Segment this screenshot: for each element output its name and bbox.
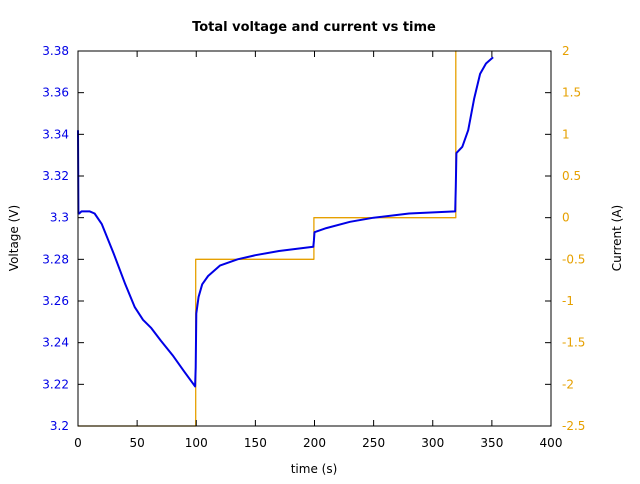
y-tick-label: 3.22 [42,377,69,391]
voltage-line [77,56,494,388]
y-tick-label: 3.2 [50,419,69,433]
y-tick-label: 3.26 [42,294,69,308]
plot-area [77,50,552,427]
y2-axis-label: Current (A) [610,205,624,271]
y-tick-label: 3.36 [42,86,69,100]
y2-tick-label: -1 [562,294,574,308]
y-tick-label: 3.32 [42,169,69,183]
y-tick-label: 3.3 [50,211,69,225]
y-axis-current: -2.5 -2 -1.5 -1 -0.5 0 0.5 1 1.5 2 [545,44,585,433]
y-axis-label: Voltage (V) [7,205,21,271]
x-tick-label: 300 [421,436,444,450]
y-tick-label: 3.24 [42,336,69,350]
y2-tick-label: 0.5 [562,169,581,183]
y2-tick-label: -2 [562,377,574,391]
y-axis-voltage: 3.2 3.22 3.24 3.26 3.28 3.3 3.32 3.34 3.36 3.38 [42,44,84,433]
x-tick-label: 100 [185,436,208,450]
y2-tick-label: 1.5 [562,86,581,100]
y2-tick-label: 0 [562,211,570,225]
x-axis: 0 50 100 150 200 250 300 350 400 [74,51,562,450]
y2-tick-label: -2.5 [562,419,585,433]
x-tick-label: 50 [129,436,144,450]
chart-title: Total voltage and current vs time [192,20,436,35]
x-tick-label: 150 [244,436,267,450]
x-tick-label: 350 [480,436,503,450]
x-axis-label: time (s) [291,462,338,476]
x-tick-label: 400 [540,436,563,450]
y-tick-label: 3.34 [42,127,69,141]
current-line [78,50,457,427]
x-tick-label: 250 [362,436,385,450]
x-tick-label: 0 [74,436,82,450]
x-tick-label: 200 [303,436,326,450]
y2-tick-label: 2 [562,44,570,58]
y-tick-label: 3.28 [42,252,69,266]
y2-tick-label: -0.5 [562,252,585,266]
y2-tick-label: -1.5 [562,336,585,350]
y2-tick-label: 1 [562,127,570,141]
y-tick-label: 3.38 [42,44,69,58]
